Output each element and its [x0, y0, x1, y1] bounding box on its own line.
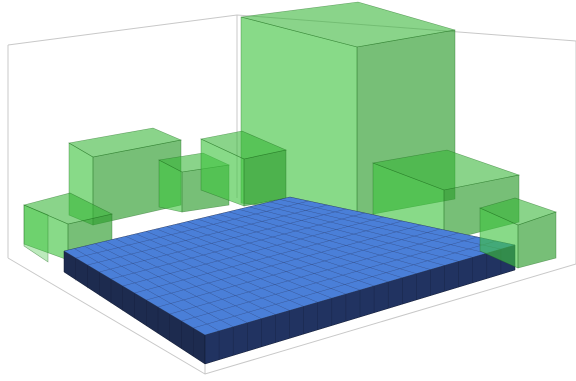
grid-line-row	[169, 232, 459, 315]
grid-line-row	[122, 216, 384, 287]
obstacle-front-left	[23, 204, 49, 263]
grid-line-row	[134, 220, 403, 294]
platform-side-grid	[75, 249, 502, 360]
grid-line-row	[110, 212, 366, 280]
grid-line-row	[193, 240, 497, 329]
grid-line-row	[75, 200, 309, 259]
obstacle-cube-middle	[200, 130, 287, 207]
platform	[63, 196, 516, 365]
grid-line-row	[87, 204, 328, 266]
grid-line-row	[146, 224, 422, 301]
platform-grid	[74, 199, 501, 332]
grid-line-row	[99, 208, 347, 273]
obstacle-front-right	[479, 197, 557, 269]
grid-line-row	[181, 236, 478, 322]
grid-line-row	[157, 228, 441, 308]
